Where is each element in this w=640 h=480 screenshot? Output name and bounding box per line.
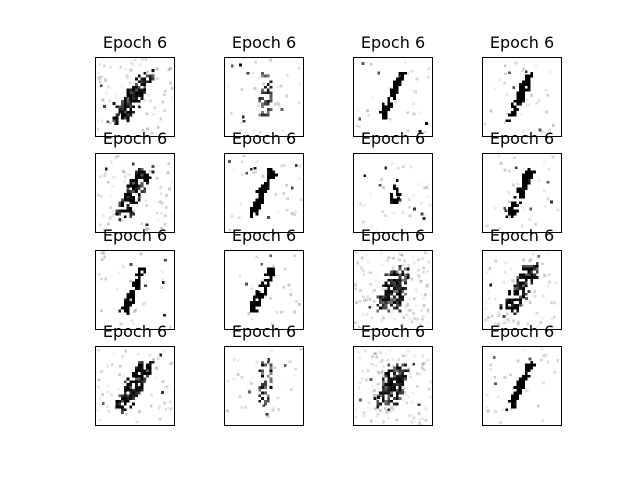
generated-digit-image [224, 153, 304, 233]
generated-digit-image [95, 346, 175, 426]
panel-title: Epoch 6 [360, 33, 426, 52]
sample-panel: Epoch 6 [482, 129, 562, 239]
panel-title: Epoch 6 [489, 322, 555, 341]
digit-pixels [227, 58, 301, 134]
digit-pixels [96, 58, 174, 135]
panel-title: Epoch 6 [102, 226, 168, 245]
panel-title: Epoch 6 [102, 33, 168, 52]
digit-pixels [354, 348, 432, 425]
panel-title: Epoch 6 [231, 129, 297, 148]
sample-panel: Epoch 6 [224, 226, 304, 336]
panel-title: Epoch 6 [102, 322, 168, 341]
panel-title: Epoch 6 [231, 226, 297, 245]
sample-panel: Epoch 6 [353, 322, 433, 432]
panel-title: Epoch 6 [360, 226, 426, 245]
sample-panel: Epoch 6 [482, 33, 562, 143]
panel-title: Epoch 6 [489, 33, 555, 52]
generated-digit-image [224, 346, 304, 426]
sample-panel: Epoch 6 [95, 129, 175, 239]
generated-digit-image [95, 57, 175, 137]
generated-digit-image [353, 346, 433, 426]
generated-digit-image [95, 250, 175, 330]
sample-panel: Epoch 6 [95, 322, 175, 432]
panel-title: Epoch 6 [102, 129, 168, 148]
panel-title: Epoch 6 [360, 129, 426, 148]
panel-title: Epoch 6 [489, 129, 555, 148]
digit-pixels [97, 154, 174, 232]
generated-digit-image [482, 153, 562, 233]
generated-digit-image [224, 57, 304, 137]
generated-digit-image [95, 153, 175, 233]
panel-title: Epoch 6 [489, 226, 555, 245]
panel-title: Epoch 6 [231, 33, 297, 52]
digit-pixels [226, 347, 303, 418]
generated-digit-image [224, 250, 304, 330]
digit-pixels [236, 254, 301, 328]
sample-panel: Epoch 6 [224, 322, 304, 432]
sample-panel: Epoch 6 [95, 33, 175, 143]
digit-pixels [485, 155, 560, 230]
digit-pixels [359, 162, 432, 232]
sample-panel: Epoch 6 [353, 33, 433, 143]
sample-panel: Epoch 6 [95, 226, 175, 336]
generated-digit-image [482, 346, 562, 426]
digit-pixels [96, 348, 174, 424]
sample-panel: Epoch 6 [353, 129, 433, 239]
sample-panel: Epoch 6 [224, 33, 304, 143]
digit-pixels [354, 251, 431, 329]
generated-digit-image [353, 57, 433, 137]
digit-pixels [483, 61, 555, 134]
sample-panel: Epoch 6 [482, 226, 562, 336]
generated-digit-image [353, 250, 433, 330]
sample-panel: Epoch 6 [482, 322, 562, 432]
digit-pixels [355, 61, 431, 134]
sample-panel: Epoch 6 [224, 129, 304, 239]
panel-title: Epoch 6 [231, 322, 297, 341]
digit-pixels [228, 154, 303, 232]
digit-pixels [484, 251, 558, 329]
digit-pixels [97, 251, 172, 329]
generated-digit-image [353, 153, 433, 233]
digit-pixels [485, 347, 560, 424]
generated-digit-image [482, 250, 562, 330]
sample-panel: Epoch 6 [353, 226, 433, 336]
panel-title: Epoch 6 [360, 322, 426, 341]
generated-digit-image [482, 57, 562, 137]
